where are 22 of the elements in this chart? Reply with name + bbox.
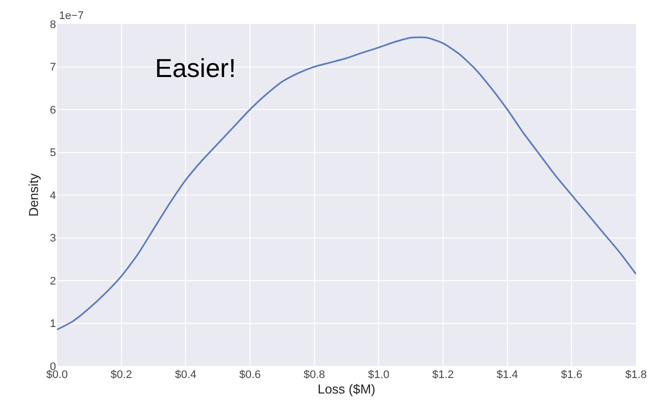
y-tick-label: 2 <box>50 275 56 288</box>
y-tick-label: 1 <box>50 318 56 330</box>
y-tick-label: 7 <box>50 62 56 74</box>
text: 1e−7 <box>59 10 84 22</box>
x-tick-label: $1.4 <box>496 369 518 381</box>
x-tick-label: $1.0 <box>368 369 390 381</box>
x-tick-label: $0.4 <box>174 369 196 381</box>
y-tick-label: 4 <box>50 190 56 202</box>
x-tick-label: $0.2 <box>110 369 132 381</box>
x-tick-label: $1.6 <box>560 369 582 381</box>
annotation: Easier! <box>155 53 236 83</box>
y-tick-label: 5 <box>50 147 56 160</box>
y-tick-label: 6 <box>50 104 56 116</box>
x-tick-label: $0.8 <box>304 369 326 381</box>
line-series <box>57 36 636 330</box>
y-tick-label: 8 <box>50 18 56 31</box>
x-tick-label: $0.6 <box>239 369 261 381</box>
x-axis-title: Loss ($M) <box>318 382 376 397</box>
y-tick-label: 3 <box>50 232 56 245</box>
x-tick-label: $1.8 <box>625 369 647 381</box>
x-tick-label: $1.2 <box>432 369 454 381</box>
y-axis-title: Density <box>26 172 41 217</box>
